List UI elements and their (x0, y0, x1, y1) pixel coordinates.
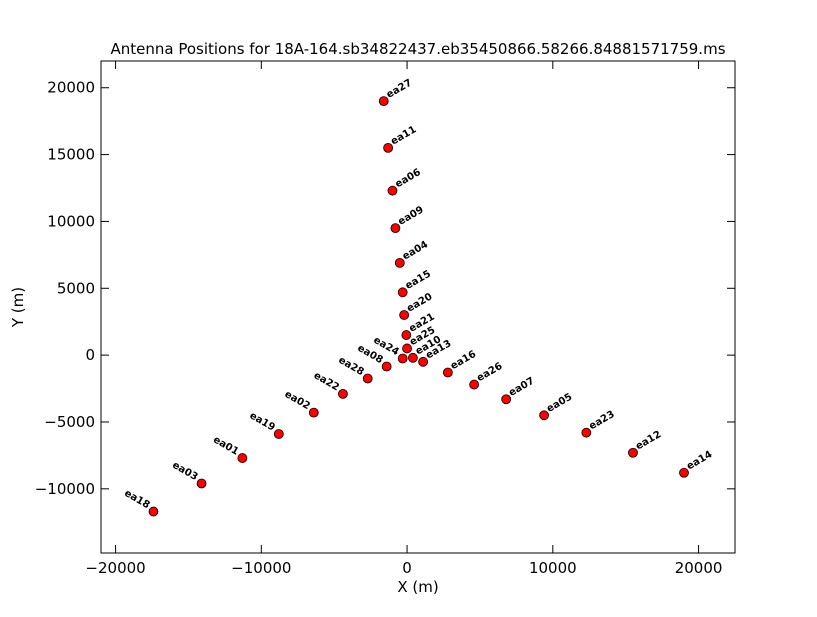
antenna-marker (401, 330, 412, 340)
x-axis-label: X (m) (397, 578, 438, 596)
antenna-marker (402, 343, 412, 354)
antenna-marker (390, 223, 401, 234)
antenna-marker (539, 410, 549, 421)
antenna-marker (399, 310, 410, 320)
y-tick-label: 0 (85, 346, 95, 364)
y-tick-label: 15000 (47, 146, 95, 164)
antenna-marker (273, 429, 284, 439)
antenna-marker (362, 373, 373, 384)
antenna-marker (628, 447, 638, 458)
antenna-marker (469, 379, 480, 390)
y-tick-label: 10000 (47, 212, 95, 230)
y-tick-label: 5000 (57, 279, 95, 297)
antenna-marker (501, 394, 512, 405)
antenna-marker (378, 96, 389, 107)
antenna-marker (237, 453, 248, 463)
y-tick-label: 20000 (47, 79, 95, 97)
antenna-marker (148, 506, 159, 517)
ticks-layer: −20000 −10000 0 10000 20000 −10000 −5000 0 5000 1… (35, 61, 735, 577)
antenna-marker (407, 352, 418, 363)
antenna-marker (308, 407, 319, 418)
antenna-marker (338, 389, 348, 399)
chart-title: Antenna Positions for 18A-164.sb34822437… (110, 40, 725, 58)
antenna-marker (387, 185, 398, 196)
antenna-marker (397, 287, 408, 298)
antenna-marker (383, 143, 394, 153)
y-axis-label: Y (m) (9, 287, 27, 328)
antenna-marker (679, 467, 689, 478)
antenna-marker (418, 356, 429, 367)
antenna-marker (381, 361, 392, 372)
antenna-marker (397, 353, 408, 364)
antenna-marker (394, 257, 405, 268)
y-tick-label: −10000 (35, 480, 95, 498)
x-tick-label: 10000 (529, 559, 577, 577)
x-tick-label: −10000 (231, 559, 291, 577)
antenna-marker (581, 427, 592, 438)
y-tick-label: −5000 (44, 413, 95, 431)
antenna-marker (442, 367, 453, 378)
x-tick-label: 0 (402, 559, 412, 577)
antenna-marker (196, 478, 207, 489)
x-tick-label: −20000 (85, 559, 145, 577)
x-tick-label: 20000 (675, 559, 723, 577)
plot-frame (100, 60, 736, 554)
